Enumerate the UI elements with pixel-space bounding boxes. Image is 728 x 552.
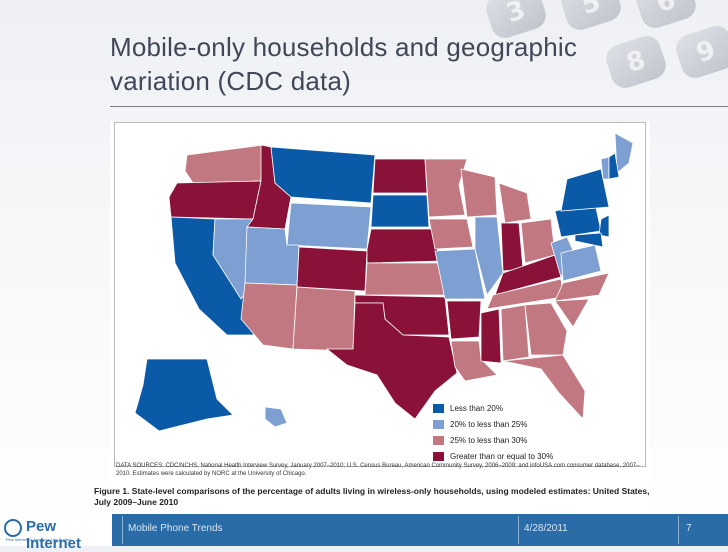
state-wi — [460, 168, 498, 218]
state-md — [574, 232, 604, 248]
legend-swatch — [433, 403, 444, 413]
state-nh — [608, 152, 620, 180]
legend-item: 25% to less than 30% — [433, 432, 553, 448]
state-nd — [372, 158, 428, 194]
slide-number: 7 — [686, 523, 692, 534]
data-sources-note: DATA SOURCES: CDC/NCHS, National Health … — [116, 463, 640, 477]
state-mi — [498, 182, 532, 224]
state-az — [240, 282, 298, 350]
legend-swatch — [433, 451, 444, 461]
state-wa — [184, 144, 264, 184]
state-ia — [428, 218, 474, 250]
state-mo — [434, 248, 486, 300]
state-co — [296, 246, 368, 292]
state-nv — [212, 218, 254, 300]
state-wy — [286, 202, 372, 250]
state-al — [500, 304, 530, 362]
state-sd — [370, 194, 430, 228]
state-nj — [598, 214, 610, 238]
logo-text: Pew Internet — [26, 518, 82, 552]
keypad-key: 8 — [602, 32, 670, 92]
state-in — [500, 222, 524, 272]
legend-item: Greater than or equal to 30% — [433, 448, 553, 464]
state-fl — [502, 354, 586, 420]
footer-divider — [518, 516, 519, 544]
map-legend: Less than 20% 20% to less than 25% 25% t… — [433, 400, 553, 464]
footer-divider — [122, 516, 123, 544]
state-sc — [554, 298, 590, 328]
figure-caption: Figure 1. State-level comparisons of the… — [94, 486, 650, 507]
state-oh — [520, 218, 556, 264]
legend-label: Less than 20% — [450, 403, 503, 413]
legend-item: Less than 20% — [433, 400, 553, 416]
state-ga — [524, 302, 568, 356]
state-ak — [134, 358, 234, 432]
map-figure: Less than 20% 20% to less than 25% 25% t… — [94, 122, 650, 512]
logo-subtext: Pew Internet & American Life Project — [6, 537, 72, 542]
pew-internet-logo: Pew Internet Pew Internet & American Lif… — [0, 514, 112, 552]
slide-title-line2: variation (CDC data) — [110, 66, 351, 96]
keypad-key: 6 — [632, 0, 700, 32]
keypad-key: 5 — [557, 0, 625, 34]
map-frame: Less than 20% 20% to less than 25% 25% t… — [114, 122, 646, 467]
legend-swatch — [433, 419, 444, 429]
us-choropleth-map — [134, 132, 634, 432]
slide-title: Mobile-only households and geographic va… — [110, 30, 577, 98]
state-il — [474, 216, 504, 296]
state-ks — [364, 262, 446, 296]
legend-label: Greater than or equal to 30% — [450, 451, 554, 461]
state-ar — [446, 300, 482, 340]
slide-title-line1: Mobile-only households and geographic — [110, 32, 578, 62]
state-ny — [560, 168, 610, 212]
state-ms — [480, 308, 502, 364]
state-tx — [325, 302, 458, 420]
footer-date: 4/28/2011 — [524, 523, 568, 534]
state-va — [560, 244, 602, 282]
legend-label: 25% to less than 30% — [450, 435, 528, 445]
state-la — [450, 340, 498, 382]
state-hi — [264, 406, 288, 428]
state-or — [168, 180, 262, 220]
footer-divider — [678, 516, 679, 544]
state-nc — [554, 272, 610, 302]
state-nm — [292, 286, 356, 352]
title-divider — [110, 106, 728, 107]
keypad-key: 9 — [672, 22, 728, 82]
legend-label: 20% to less than 25% — [450, 419, 528, 429]
legend-swatch — [433, 435, 444, 445]
state-ne — [366, 228, 442, 264]
state-mt — [270, 146, 376, 204]
legend-item: 20% to less than 25% — [433, 416, 553, 432]
pew-logo-icon — [4, 519, 22, 537]
footer-bar — [0, 514, 728, 546]
footer-topic: Mobile Phone Trends — [128, 523, 223, 534]
state-mn — [424, 158, 468, 218]
